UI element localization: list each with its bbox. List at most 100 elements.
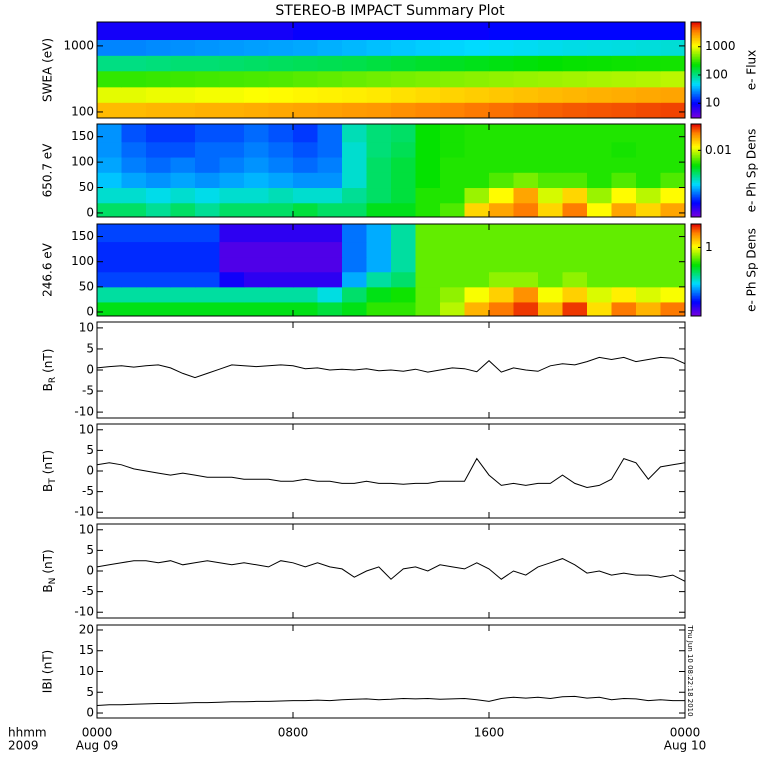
heatmap-cell <box>440 86 465 103</box>
heatmap-cell <box>464 224 490 243</box>
heatmap-cell <box>513 124 539 143</box>
colorbar-step <box>691 102 701 105</box>
heatmap-cell <box>489 22 514 40</box>
heatmap-cell <box>317 241 343 258</box>
heatmap-cell <box>268 124 294 143</box>
heatmap-cell <box>513 271 539 288</box>
heatmap-cell <box>219 187 245 204</box>
heatmap-cell <box>146 102 171 118</box>
heatmap-cell <box>121 256 147 273</box>
heatmap-cell <box>244 55 269 72</box>
heatmap-cell <box>513 157 539 173</box>
heatmap-cell <box>244 241 269 258</box>
heatmap-cell <box>562 202 588 217</box>
heatmap-cell <box>317 124 343 143</box>
colorbar-step <box>691 175 701 178</box>
heatmap-cell <box>366 55 392 72</box>
heatmap-cell <box>636 286 661 303</box>
heatmap-cell <box>293 86 318 103</box>
heatmap-cell <box>317 301 343 316</box>
heatmap-cell <box>146 124 171 143</box>
colorbar-step <box>691 71 701 74</box>
heatmap-cell <box>587 124 612 143</box>
heatmap-cell <box>244 301 269 316</box>
colorbar-step <box>691 201 701 204</box>
heatmap-cell <box>97 39 122 56</box>
heatmap-cell <box>244 157 269 173</box>
heatmap-cell <box>146 301 171 316</box>
heatmap-cell <box>562 286 588 303</box>
heatmap-cell <box>636 70 661 88</box>
heatmap-cell <box>489 39 514 56</box>
colorbar-step <box>691 270 701 273</box>
heatmap-cell <box>415 202 441 217</box>
heatmap-cell <box>219 157 245 173</box>
colorbar-step <box>691 158 701 161</box>
colorbar-step <box>691 124 701 127</box>
heatmap-cell <box>660 124 685 143</box>
heatmap-cell <box>562 141 588 158</box>
colorbar-step <box>691 274 701 277</box>
colorbar-step <box>691 139 701 142</box>
heatmap-cell <box>366 271 392 288</box>
heatmap-cell <box>611 224 637 243</box>
heatmap-cell <box>391 271 416 288</box>
heatmap-cell <box>342 86 367 103</box>
panel-frame <box>96 423 686 519</box>
y-tick-label: 0 <box>86 304 94 318</box>
heatmap-cell <box>366 256 392 273</box>
heatmap-cell <box>513 102 539 118</box>
heatmap-cell <box>366 70 392 88</box>
heatmap-cell <box>562 102 588 118</box>
heatmap-cell <box>538 224 563 243</box>
colorbar-step <box>691 79 701 82</box>
heatmap-cell <box>660 102 685 118</box>
heatmap-cell <box>538 55 563 72</box>
heatmap-cell <box>219 55 245 72</box>
y-axis-label: BN (nT) <box>41 549 58 592</box>
y-tick-label: -5 <box>82 484 94 498</box>
heatmap-cell <box>440 301 465 316</box>
heatmap-cell <box>489 271 514 288</box>
heatmap-cell <box>538 124 563 143</box>
heatmap-cell <box>219 256 245 273</box>
colorbar-step <box>691 105 701 108</box>
heatmap-cell <box>440 102 465 118</box>
colorbar-step <box>691 195 701 198</box>
timestamp: Thu Jun 10 08:22:18 2010 <box>686 624 694 716</box>
corner-label: hhmm <box>8 726 47 740</box>
heatmap-cell <box>317 224 343 243</box>
y-axis-label-main: B <box>41 383 55 391</box>
heatmap-cell <box>587 286 612 303</box>
line <box>97 695 685 706</box>
heatmap-cell <box>121 301 147 316</box>
heatmap-cell <box>489 172 514 189</box>
y-axis-label: 246.6 eV <box>41 242 55 297</box>
heatmap-cell <box>195 172 220 189</box>
colorbar-step <box>691 98 701 101</box>
heatmap-cell <box>415 102 441 118</box>
colorbar-step <box>691 60 701 63</box>
colorbar-step <box>691 133 701 136</box>
colorbar-step <box>691 256 701 259</box>
heatmap-cell <box>97 55 122 72</box>
heatmap-cell <box>366 202 392 217</box>
colorbar-step <box>691 38 701 41</box>
colorbar-step <box>691 70 701 73</box>
heatmap-cell <box>244 256 269 273</box>
colorbar-step <box>691 110 701 113</box>
heatmap-cell <box>611 271 637 288</box>
heatmap-cell <box>464 271 490 288</box>
colorbar-step <box>691 156 701 159</box>
heatmap-cell <box>244 22 269 40</box>
heatmap-cell <box>538 271 563 288</box>
heatmap-cell <box>244 86 269 103</box>
heatmap-cell <box>660 301 685 316</box>
heatmap-cell <box>636 86 661 103</box>
heatmap-cell <box>219 102 245 118</box>
heatmap-cell <box>489 157 514 173</box>
heatmap-cell <box>464 70 490 88</box>
heatmap-cell <box>489 102 514 118</box>
heatmap-cell <box>415 86 441 103</box>
heatmap-cell <box>391 22 416 40</box>
